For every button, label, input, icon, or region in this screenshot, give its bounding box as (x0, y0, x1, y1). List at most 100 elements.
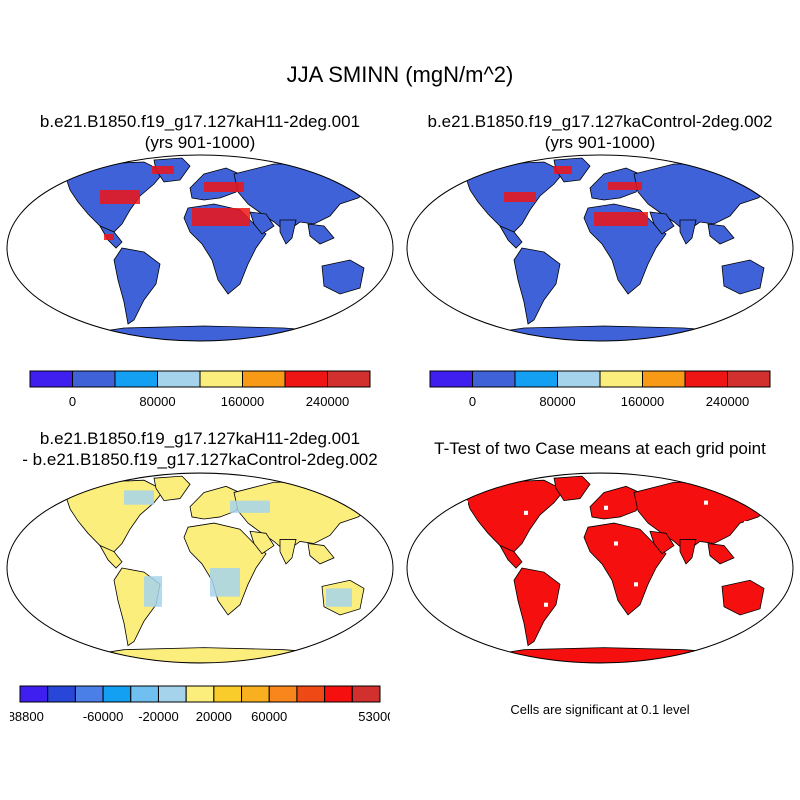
non-significant-cell (544, 602, 548, 607)
colorbar-panel-1: 0 80000 160000 240000 (29, 370, 371, 409)
colorbar-swatch (351, 685, 381, 703)
map-border (6, 154, 394, 342)
hotspot-region (100, 190, 140, 204)
non-significant-cell (614, 541, 618, 546)
hotspot-region (594, 212, 648, 226)
colorbar-swatch (213, 685, 243, 703)
map-panel-1 (6, 154, 394, 342)
landmass-arabia (249, 211, 275, 235)
landmass-central-america (499, 225, 523, 249)
colorbar-tick-label: 80000 (139, 394, 175, 409)
hotspot-region (204, 182, 244, 192)
colorbar-swatch (199, 370, 243, 388)
non-significant-cell (464, 500, 468, 505)
panel-2-case-name: b.e21.B1850.f19_g17.127kaControl-2deg.00… (427, 112, 773, 131)
panel-2-years: (yrs 901-1000) (544, 133, 656, 152)
panel-1-title: b.e21.B1850.f19_g17.127kaH11-2deg.001 (y… (0, 111, 400, 153)
hotspot-region (230, 500, 270, 513)
colorbar-tick-label: 0 (469, 394, 476, 409)
colorbar-tick-label: -20000 (138, 709, 178, 724)
hotspot-region (554, 166, 572, 174)
landmass-australia (721, 259, 765, 295)
non-significant-cell (524, 510, 528, 515)
landmass-arabia (649, 211, 675, 235)
map-panel-4 (406, 472, 794, 664)
colorbar-swatch (514, 370, 558, 388)
colorbar-tick-label: -888800 (10, 709, 44, 724)
colorbar-swatch (727, 370, 771, 388)
landmass-south-america (113, 247, 161, 325)
landmass-southeast-asia (307, 223, 335, 245)
hotspot-region (104, 234, 114, 240)
landmass-southeast-asia (707, 223, 735, 245)
landmass-india (679, 539, 697, 565)
hotspot-region (326, 588, 352, 607)
colorbar-tick-label: 240000 (706, 394, 749, 409)
colorbar-swatch (284, 370, 328, 388)
landmass-arabia (249, 530, 275, 555)
landmass-south-america (513, 567, 561, 647)
panel-2-title: b.e21.B1850.f19_g17.127kaControl-2deg.00… (400, 111, 800, 153)
colorbar-swatch (72, 370, 116, 388)
colorbar-swatch (241, 685, 270, 703)
colorbar-swatch (324, 685, 353, 703)
colorbar-swatch (599, 370, 643, 388)
figure-title: JJA SMINN (mgN/m^2) (286, 62, 514, 87)
colorbar-swatch (157, 370, 201, 388)
colorbar-swatch (102, 685, 132, 703)
panel-1-years: (yrs 901-1000) (144, 133, 256, 152)
panel-3-minus-case-name: - b.e21.B1850.f19_g17.127kaControl-2deg.… (22, 450, 378, 469)
colorbar-swatch (472, 370, 516, 388)
non-significant-cell (744, 521, 748, 526)
colorbar-swatch (327, 370, 371, 388)
landmass-india (279, 539, 297, 565)
colorbar-swatch (185, 685, 215, 703)
non-significant-cell (704, 500, 708, 505)
colorbar-swatch (19, 685, 49, 703)
landmass-southeast-asia (707, 543, 735, 565)
landmass-south-america (513, 247, 561, 325)
landmass-europe (589, 485, 645, 520)
colorbar-swatch (74, 685, 104, 703)
colorbar-tick-label: 530000 (358, 709, 390, 724)
colorbar-swatch (268, 685, 298, 703)
colorbar-swatch (684, 370, 728, 388)
colorbar-swatch (429, 370, 473, 388)
landmass-central-america (499, 544, 523, 569)
colorbar-panel-2: 0 80000 160000 240000 (429, 370, 771, 409)
landmass-north-america (465, 479, 565, 557)
landmass-southeast-asia (307, 543, 335, 565)
colorbar-swatch (47, 685, 76, 703)
significance-note: Cells are significant at 0.1 level (510, 702, 690, 717)
panel-3-title: b.e21.B1850.f19_g17.127kaH11-2deg.001 - … (0, 428, 400, 470)
colorbar-tick-label: 240000 (306, 394, 349, 409)
panel-4-title: T-Test of two Case means at each grid po… (400, 438, 800, 459)
hotspot-region (504, 192, 536, 202)
panel-3-case-name: b.e21.B1850.f19_g17.127kaH11-2deg.001 (39, 429, 361, 448)
hotspot-region (210, 568, 240, 597)
colorbar-swatch (242, 370, 286, 388)
colorbar-tick-label: -60000 (83, 709, 123, 724)
landmass-africa (583, 522, 667, 616)
hotspot-region (192, 208, 250, 226)
hotspot-region (124, 490, 154, 505)
colorbar-swatch (296, 685, 326, 703)
hotspot-region (144, 576, 162, 607)
landmass-india (679, 219, 697, 245)
colorbar-swatch (29, 370, 73, 388)
landmass-greenland (153, 475, 191, 502)
colorbar-tick-label: 160000 (221, 394, 264, 409)
colorbar-tick-label: 0 (69, 394, 76, 409)
colorbar-tick-label: 160000 (621, 394, 664, 409)
colorbar-panel-3: -888800 -60000 -20000 20000 60000 530000 (10, 685, 390, 724)
non-significant-cell (634, 582, 638, 587)
map-panel-3 (6, 472, 394, 664)
colorbar-swatch (557, 370, 601, 388)
colorbar-tick-label: 80000 (539, 394, 575, 409)
landmass-central-america (99, 544, 123, 569)
colorbar-swatch (114, 370, 158, 388)
colorbar-tick-label: 20000 (196, 709, 232, 724)
landmass-australia (721, 579, 765, 616)
map-border (6, 472, 394, 664)
panel-4-ttest-title: T-Test of two Case means at each grid po… (434, 439, 766, 458)
